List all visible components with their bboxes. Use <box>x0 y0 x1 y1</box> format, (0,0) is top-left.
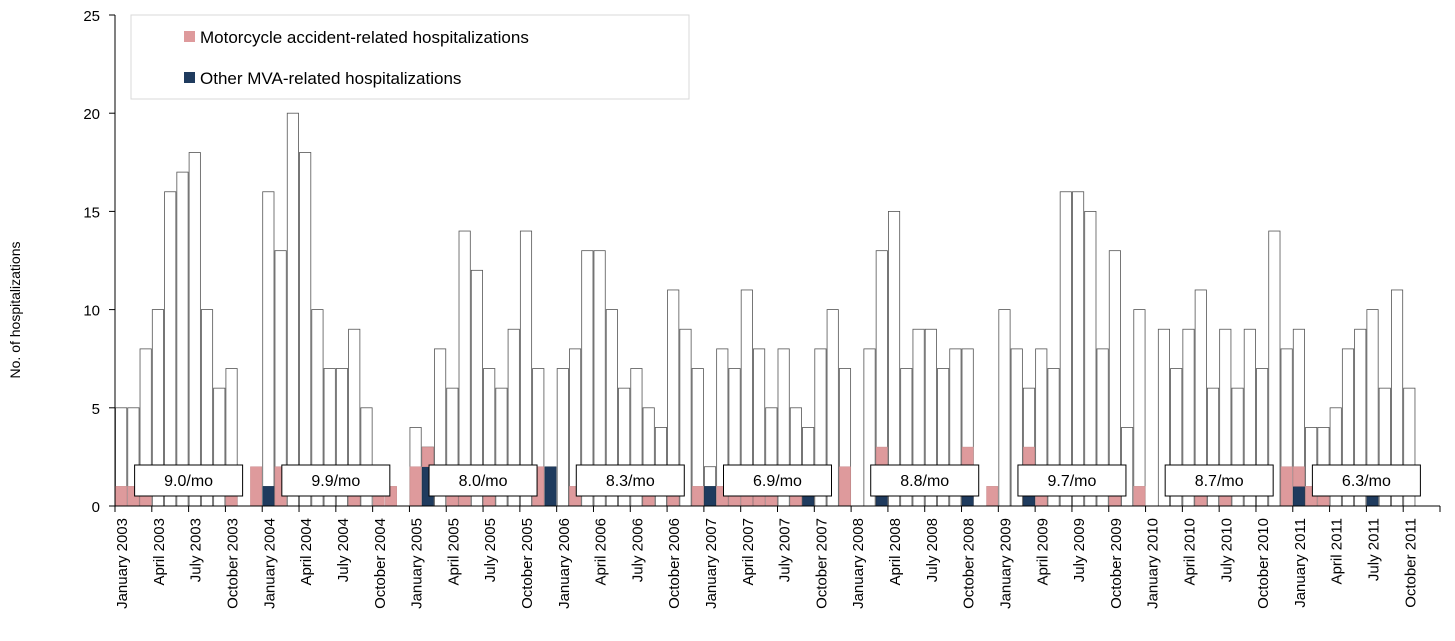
x-tick-label: July 2010 <box>1218 518 1235 582</box>
bar-motorcycle <box>1133 486 1146 507</box>
bar-total <box>888 210 901 507</box>
legend-swatch-motorcycle <box>184 31 195 42</box>
bar-total <box>1084 210 1097 507</box>
bar-motorcycle <box>691 486 704 507</box>
year-rate-label: 6.3/mo <box>1342 473 1391 490</box>
bar-other-mva <box>704 486 716 507</box>
bar-total <box>998 309 1011 507</box>
x-tick-label: October 2003 <box>225 518 242 609</box>
x-tick-label: October 2008 <box>961 518 978 609</box>
bar-motorcycle <box>409 466 422 507</box>
x-tick-label: April 2005 <box>445 518 462 586</box>
y-axis-title: No. of hospitalizations <box>7 242 23 379</box>
year-rate-box <box>134 464 244 497</box>
bar-motorcycle <box>421 446 434 467</box>
x-tick-label: January 2008 <box>850 518 867 609</box>
bar-total <box>1059 191 1072 507</box>
year-rate-label: 8.8/mo <box>900 473 949 490</box>
bar-total <box>286 112 299 507</box>
x-tick-label: July 2005 <box>482 518 499 582</box>
x-tick-label: April 2011 <box>1329 518 1346 584</box>
year-rate-label: 9.7/mo <box>1047 473 1096 490</box>
x-tick-label: July 2004 <box>335 518 352 582</box>
year-rate-label: 8.7/mo <box>1195 473 1244 490</box>
year-rate-label: 8.0/mo <box>459 473 508 490</box>
year-rate-box <box>870 464 980 497</box>
bar-total <box>1133 309 1146 507</box>
y-tick-label: 5 <box>92 401 100 418</box>
plot-area: 0 5 10 15 20 25 January 2003 April 2003 July 200… <box>83 8 1441 609</box>
x-tick-label: October 2006 <box>666 518 683 609</box>
x-tick-label: October 2007 <box>813 518 830 609</box>
x-tick-label: January 2007 <box>703 518 720 609</box>
x-tick-label: July 2007 <box>777 518 794 582</box>
legend: Motorcycle accident-related hospitalizat… <box>130 14 690 100</box>
x-tick-label: January 2003 <box>114 518 131 609</box>
x-tick-label: October 2011 <box>1402 518 1419 608</box>
x-tick-label: April 2008 <box>887 518 904 586</box>
bar-motorcycle <box>839 466 851 507</box>
bar-total <box>262 191 275 507</box>
bar-motorcycle <box>250 466 262 507</box>
x-tick-label: July 2009 <box>1071 518 1088 582</box>
x-tick-label: January 2011 <box>1292 518 1309 608</box>
y-tick-label: 10 <box>83 303 100 320</box>
x-tick-label: January 2004 <box>261 518 278 609</box>
bar-total <box>164 191 177 507</box>
bar-other-mva <box>544 466 557 507</box>
x-tick-label: October 2010 <box>1255 518 1272 609</box>
bar-motorcycle <box>1280 466 1293 507</box>
bar-total <box>299 152 312 507</box>
x-tick-label: April 2007 <box>740 518 757 586</box>
year-rate-box <box>428 464 538 497</box>
year-rate-box <box>1017 464 1127 497</box>
bar-motorcycle <box>986 486 999 507</box>
year-rate-box <box>281 464 391 497</box>
x-tick-label: October 2004 <box>372 518 389 609</box>
y-tick-label: 0 <box>92 499 100 516</box>
legend-box <box>130 14 690 100</box>
x-tick-label: October 2005 <box>519 518 536 609</box>
y-tick-label: 15 <box>83 204 100 221</box>
year-rate-box <box>1311 464 1421 497</box>
year-rate-box <box>723 464 832 497</box>
legend-label-motorcycle: Motorcycle accident-related hospitalizat… <box>200 28 529 47</box>
bar-total <box>691 368 704 507</box>
x-tick-label: January 2005 <box>409 518 426 609</box>
x-tick-label: January 2006 <box>556 518 573 609</box>
year-rate-label: 8.3/mo <box>606 473 655 490</box>
x-tick-label: April 2006 <box>593 518 610 586</box>
bar-total <box>176 171 189 507</box>
bar-total <box>188 152 201 507</box>
x-tick-label: April 2010 <box>1181 518 1198 586</box>
x-tick-label: July 2011 <box>1366 518 1383 581</box>
bar-total <box>1072 191 1085 507</box>
y-tick-label: 20 <box>83 106 100 123</box>
year-rate-box <box>1164 464 1274 497</box>
legend-label-other-mva: Other MVA-related hospitalizations <box>200 69 461 88</box>
x-tick-label: July 2006 <box>629 518 646 582</box>
x-tick-label: July 2008 <box>924 518 941 582</box>
bar-total <box>556 368 569 507</box>
x-tick-label: October 2009 <box>1108 518 1125 609</box>
x-tick-label: April 2004 <box>298 518 315 586</box>
x-tick-label: January 2009 <box>997 518 1014 609</box>
bar-motorcycle <box>1293 466 1305 487</box>
legend-swatch-other-mva <box>184 72 195 83</box>
year-rate-label: 9.0/mo <box>164 473 213 490</box>
year-rate-box <box>575 464 685 497</box>
bar-other-mva <box>1293 486 1305 507</box>
x-tick-label: April 2003 <box>151 518 168 586</box>
bar-other-mva <box>262 486 275 507</box>
x-tick-label: July 2003 <box>188 518 205 582</box>
bar-motorcycle <box>115 486 128 507</box>
x-tick-label: January 2010 <box>1145 518 1162 609</box>
year-rate-label: 6.9/mo <box>753 473 802 490</box>
year-rate-label: 9.9/mo <box>311 473 360 490</box>
y-tick-label: 25 <box>83 8 100 25</box>
x-tick-label: April 2009 <box>1034 518 1051 586</box>
